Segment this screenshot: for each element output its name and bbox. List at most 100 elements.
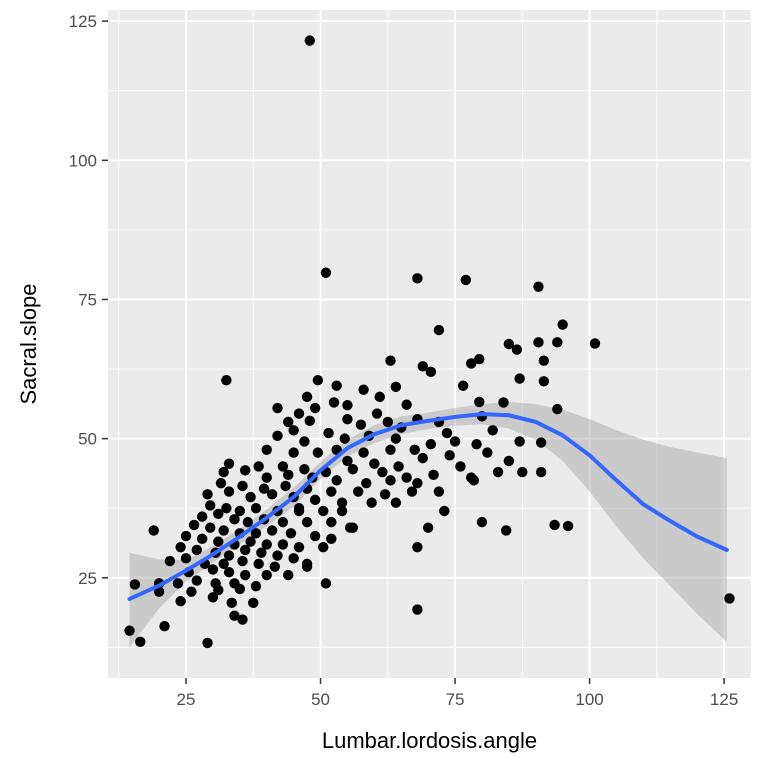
data-point bbox=[218, 466, 229, 478]
data-point bbox=[285, 528, 297, 539]
data-point bbox=[237, 480, 248, 492]
data-point bbox=[191, 575, 202, 586]
data-point bbox=[425, 439, 437, 450]
data-point bbox=[366, 497, 377, 508]
data-point bbox=[492, 466, 504, 478]
data-point bbox=[218, 525, 229, 536]
data-point bbox=[301, 516, 313, 528]
data-point bbox=[535, 466, 547, 478]
data-point bbox=[320, 267, 332, 278]
data-point bbox=[288, 553, 299, 564]
data-point bbox=[213, 536, 224, 547]
y-axis-title: Sacral.slope bbox=[16, 283, 41, 404]
data-point bbox=[326, 533, 337, 545]
data-point bbox=[339, 433, 350, 444]
data-point bbox=[221, 503, 232, 514]
x-tick-label: 75 bbox=[446, 690, 465, 709]
data-point bbox=[299, 464, 310, 475]
data-point bbox=[283, 569, 294, 581]
data-point bbox=[538, 355, 550, 366]
data-point bbox=[428, 469, 439, 481]
data-point bbox=[234, 583, 246, 595]
data-point bbox=[164, 555, 176, 567]
data-point bbox=[474, 396, 485, 408]
data-point bbox=[245, 491, 256, 503]
x-tick-label: 100 bbox=[575, 690, 603, 709]
data-point bbox=[229, 610, 240, 621]
data-point bbox=[412, 477, 423, 489]
data-point bbox=[474, 353, 485, 365]
data-point bbox=[202, 489, 213, 500]
data-point bbox=[441, 427, 453, 439]
data-point bbox=[468, 475, 480, 486]
data-point bbox=[433, 486, 445, 497]
data-point bbox=[401, 399, 412, 410]
data-point bbox=[444, 450, 455, 461]
data-point bbox=[724, 593, 735, 604]
data-point bbox=[229, 514, 240, 525]
data-point bbox=[221, 374, 232, 386]
data-point bbox=[277, 539, 289, 550]
data-point bbox=[549, 519, 560, 531]
smooth-fit-line bbox=[127, 412, 729, 601]
data-point bbox=[358, 384, 369, 395]
data-point bbox=[205, 500, 216, 511]
data-point bbox=[309, 530, 321, 542]
y-tick-label: 125 bbox=[69, 12, 97, 31]
data-point bbox=[135, 636, 146, 648]
data-point bbox=[309, 402, 321, 414]
data-point bbox=[258, 483, 270, 494]
data-point bbox=[226, 597, 237, 609]
data-point bbox=[412, 541, 423, 553]
data-point bbox=[215, 477, 227, 489]
data-point bbox=[552, 337, 563, 348]
data-point bbox=[552, 403, 563, 415]
minor-gridlines bbox=[108, 10, 751, 678]
data-point bbox=[223, 567, 235, 578]
data-point bbox=[245, 536, 256, 547]
data-point bbox=[342, 455, 353, 467]
data-point bbox=[237, 555, 248, 567]
data-point bbox=[196, 533, 208, 545]
data-point bbox=[385, 355, 396, 366]
data-point bbox=[353, 486, 364, 497]
data-point bbox=[242, 516, 254, 528]
data-point bbox=[309, 494, 321, 506]
data-point bbox=[535, 437, 547, 448]
data-point bbox=[261, 444, 272, 455]
data-point bbox=[237, 614, 248, 625]
data-point bbox=[240, 544, 251, 556]
data-point bbox=[129, 579, 141, 590]
data-point bbox=[124, 625, 135, 636]
major-gridlines bbox=[108, 10, 751, 678]
data-point bbox=[457, 380, 469, 391]
data-point bbox=[213, 584, 224, 596]
data-point bbox=[240, 465, 251, 476]
data-point bbox=[422, 522, 434, 533]
data-point bbox=[538, 376, 550, 387]
x-tick-label: 50 bbox=[311, 690, 330, 709]
data-point bbox=[304, 415, 315, 427]
data-point bbox=[358, 447, 369, 458]
data-point bbox=[207, 592, 219, 603]
data-point bbox=[240, 569, 251, 581]
data-point bbox=[293, 503, 305, 514]
data-point bbox=[283, 416, 294, 428]
data-point bbox=[328, 397, 340, 408]
data-point bbox=[533, 281, 544, 292]
data-point bbox=[293, 541, 305, 553]
data-point bbox=[331, 475, 342, 486]
data-point bbox=[175, 541, 186, 553]
data-point bbox=[253, 461, 264, 472]
data-point bbox=[269, 561, 281, 572]
data-point bbox=[326, 486, 337, 497]
data-point bbox=[153, 586, 165, 597]
data-point bbox=[213, 508, 224, 519]
data-point bbox=[514, 373, 525, 384]
data-point bbox=[503, 455, 515, 467]
data-point bbox=[261, 539, 272, 550]
data-point bbox=[320, 578, 332, 589]
data-point bbox=[336, 497, 348, 508]
data-point bbox=[476, 516, 488, 528]
data-point bbox=[417, 452, 428, 464]
